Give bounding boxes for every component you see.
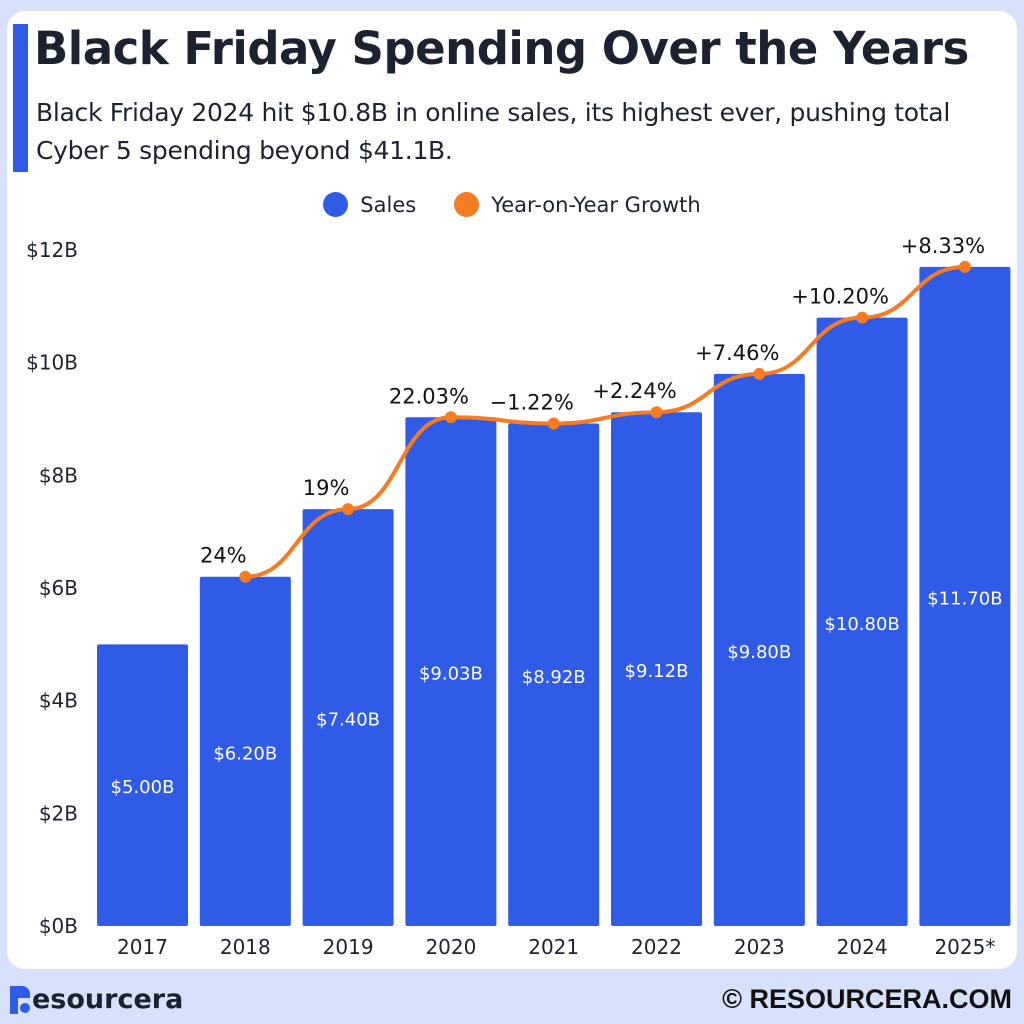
growth-label: +8.33% [901,234,985,258]
sales-bar [302,509,394,926]
growth-label: +7.46% [695,341,779,365]
growth-point [547,417,560,430]
growth-point [856,311,869,324]
legend-marker-sales [323,192,349,217]
bar-value-label: $7.40B [316,710,380,731]
y-tick-label: $8B [39,463,78,487]
sales-bar [816,317,908,927]
chart-title: Black Friday Spending Over the Years [34,22,969,75]
bar-value-label: $9.80B [727,642,791,663]
bar-value-label: $9.12B [625,661,689,682]
y-tick-label: $6B [39,576,78,600]
x-tick-label: 2019 [323,935,374,959]
sales-bar [713,373,805,926]
bar-value-label: $8.92B [522,667,586,688]
sales-bar [97,644,188,926]
x-tick-label: 2020 [425,935,476,959]
sales-bar [405,417,497,926]
x-tick-label: 2024 [837,935,888,959]
y-tick-label: $12B [26,238,78,262]
x-tick-label: 2017 [117,935,168,959]
growth-label: +2.24% [592,379,676,403]
legend-marker-growth [454,192,480,217]
bar-value-label: $11.70B [927,588,1002,609]
growth-point [342,503,355,516]
growth-label: +10.20% [791,285,889,309]
legend-label-sales: Sales [360,192,417,217]
growth-label: 22.03% [389,384,469,408]
legend-item-growth: Year-on-Year Growth [454,192,701,217]
logo-mark-icon [10,985,30,1014]
growth-label: 19% [303,476,350,500]
growth-point [650,406,663,419]
growth-point [444,411,457,424]
growth-point [958,260,971,273]
legend-item-sales: Sales [323,192,416,217]
x-tick-label: 2022 [631,935,682,959]
y-tick-label: $0B [39,914,78,938]
resourcera-logo: esourcera [10,984,183,1015]
y-tick-label: $10B [26,351,78,375]
growth-point [753,367,766,380]
y-tick-label: $2B [39,801,78,825]
growth-label: −1.22% [490,391,574,415]
x-tick-label: 2025* [934,935,995,959]
x-tick-label: 2018 [220,935,271,959]
bar-value-label: $5.00B [111,777,175,798]
sales-bar [919,266,1011,926]
x-tick-label: 2021 [528,935,579,959]
chart-subtitle: Black Friday 2024 hit $10.8B in online s… [36,98,950,165]
bar-value-label: $6.20B [213,743,277,764]
growth-label: 24% [200,544,247,568]
y-tick-label: $4B [39,689,78,713]
logo-text: esourcera [32,984,184,1015]
sales-bar [199,576,291,926]
sales-bar [611,412,702,926]
legend: Sales Year-on-Year Growth [0,192,1024,217]
legend-label-growth: Year-on-Year Growth [491,192,701,217]
x-tick-label: 2023 [734,935,785,959]
sales-bar [508,423,600,926]
growth-point [239,570,252,583]
title-accent-bar [13,24,28,172]
bar-value-label: $10.80B [824,614,899,635]
copyright-text: © RESOURCERA.COM [722,984,1012,1014]
bar-value-label: $9.03B [419,664,483,685]
